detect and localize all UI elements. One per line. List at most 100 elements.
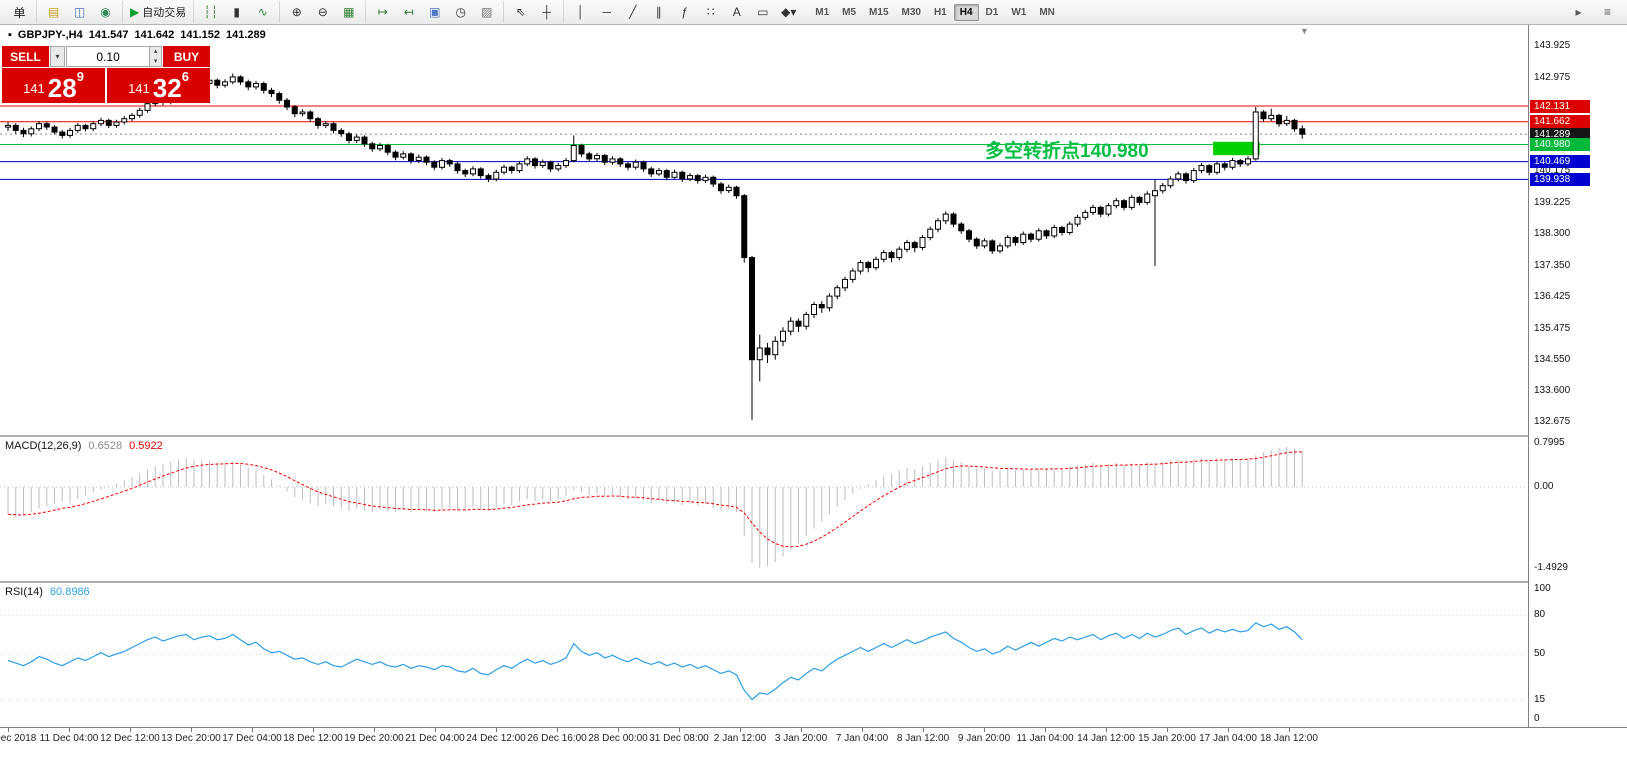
time-tick xyxy=(252,728,253,732)
label-icon[interactable]: ▭ xyxy=(757,5,769,19)
new-chart-icon[interactable]: ▣ xyxy=(429,5,441,19)
shapes-dropdown-icon[interactable]: ◆▾ xyxy=(781,5,797,19)
channel-icon[interactable]: ∥ xyxy=(655,5,662,19)
time-tick xyxy=(862,728,863,732)
fibonacci-icon[interactable]: ƒ xyxy=(681,5,689,19)
time-label: 15 Jan 20:00 xyxy=(1138,733,1196,744)
tf-m15-button[interactable]: M15 xyxy=(869,6,889,18)
time-tick xyxy=(130,728,131,732)
macd-scale-label: 0.7995 xyxy=(1534,437,1565,449)
price-tick-label: 139.225 xyxy=(1534,197,1571,209)
sell-button[interactable]: SELL xyxy=(2,46,49,67)
charts-window-icon[interactable]: ◫ xyxy=(73,5,86,19)
price-level-badge: 139.938 xyxy=(1530,172,1590,186)
grid-icon[interactable]: ▦ xyxy=(343,5,355,19)
bid-price-button[interactable]: 141 28 9 xyxy=(2,68,105,103)
tf-h1-button[interactable]: H1 xyxy=(933,6,947,18)
time-tick xyxy=(1289,728,1290,732)
zoom-out-icon[interactable]: ⊖ xyxy=(317,5,328,19)
volume-input[interactable] xyxy=(67,47,150,66)
buy-button[interactable]: BUY xyxy=(163,46,210,67)
time-label: 3 Jan 20:00 xyxy=(774,733,828,744)
rsi-scale-label: 15 xyxy=(1534,693,1546,705)
price-tick-label: 132.675 xyxy=(1534,416,1571,428)
price-tick-label: 138.300 xyxy=(1534,228,1571,240)
volume-spinner[interactable]: ▴ ▾ xyxy=(149,47,161,66)
price-tick-label: 136.425 xyxy=(1534,290,1571,302)
bar-chart-icon[interactable]: ┆┆ xyxy=(203,5,218,19)
tf-h4-button[interactable]: H4 xyxy=(953,3,979,21)
time-label: 11 Dec 04:00 xyxy=(39,733,99,744)
period-clock-icon[interactable]: ◷ xyxy=(455,5,466,19)
tf-m1-button[interactable]: M1 xyxy=(815,6,830,18)
panel-separator[interactable] xyxy=(0,435,1627,437)
price-tick-label: 135.475 xyxy=(1534,322,1571,334)
time-label: 17 Jan 04:00 xyxy=(1199,733,1257,744)
line-chart-icon[interactable]: ∿ xyxy=(257,5,268,19)
horizontal-line-icon[interactable]: ─ xyxy=(602,5,611,19)
volume-up-icon[interactable]: ▴ xyxy=(150,47,161,57)
auto-scroll-icon[interactable]: ↦ xyxy=(377,5,388,19)
time-tick xyxy=(801,728,802,732)
price-chart-canvas[interactable] xyxy=(0,25,1528,435)
time-label: 12 Dec 12:00 xyxy=(100,733,160,744)
ask-price-button[interactable]: 141 32 6 xyxy=(107,68,210,103)
volume-dropdown-icon[interactable]: ▾ xyxy=(50,46,65,67)
chart-shift-marker-icon[interactable]: ▼ xyxy=(1300,26,1309,36)
tf-w1-button[interactable]: W1 xyxy=(1011,6,1027,18)
price-scale[interactable]: 143.925 142.975 140.175 139.225 138.300 137.3… xyxy=(1528,25,1627,774)
candlestick-icon[interactable]: ▮ xyxy=(233,5,241,19)
macd-label: MACD(12,26,9) 0.6528 0.5922 xyxy=(5,440,163,452)
ask-big: 32 xyxy=(152,73,182,103)
time-label: 28 Dec 00:00 xyxy=(588,733,648,744)
crosshair-icon[interactable]: ┼ xyxy=(542,5,551,19)
volume-down-icon[interactable]: ▾ xyxy=(150,56,161,66)
trendline-icon[interactable]: ╱ xyxy=(629,5,637,19)
time-label: 18 Dec 12:00 xyxy=(283,733,343,744)
rsi-chart-canvas[interactable] xyxy=(0,583,1528,727)
panel-toggle-icon[interactable]: ▸ xyxy=(1575,5,1582,19)
bid-prefix: 141 xyxy=(23,81,45,96)
rsi-scale-label: 50 xyxy=(1534,648,1546,659)
macd-name: MACD(12,26,9) xyxy=(5,440,82,452)
cursor-icon[interactable]: ⇖ xyxy=(515,5,526,19)
time-label: 19 Dec 20:00 xyxy=(344,733,404,744)
toolbar-groups: 单 ▤ ◫ ◉ ▶ 自动交易 ┆┆ ▮ ∿ ⊕ ⊖ ▦ ↦ ↤ ▣ ◷ ▨ ⇖ ┼ │ ─ ╱ ∥ ƒ ∷ A ▭ ◆▾ xyxy=(3,1,805,23)
templates-icon[interactable]: ▨ xyxy=(481,5,493,19)
price-tick-label: 134.550 xyxy=(1534,353,1571,365)
text-icon[interactable]: A xyxy=(732,5,741,19)
symbol-period: GBPJPY-,H4 xyxy=(17,29,83,41)
navigator-icon[interactable]: ◉ xyxy=(100,5,111,19)
toolbar: 单 ▤ ◫ ◉ ▶ 自动交易 ┆┆ ▮ ∿ ⊕ ⊖ ▦ ↦ ↤ ▣ ◷ ▨ ⇖ ┼ │ ─ ╱ ∥ ƒ ∷ A ▭ ◆▾ M1 M5 M1… xyxy=(0,0,1627,25)
autotrading-button[interactable]: ▶ 自动交易 xyxy=(127,2,189,23)
time-label: 17 Dec 04:00 xyxy=(222,733,282,744)
chart-shift-icon[interactable]: ↤ xyxy=(403,5,414,19)
time-label: 21 Dec 04:00 xyxy=(405,733,465,744)
time-label: 9 Jan 20:00 xyxy=(957,733,1011,744)
macd-signal-value: 0.5922 xyxy=(129,440,163,452)
bid-big: 28 xyxy=(47,73,77,103)
time-tick xyxy=(984,728,985,732)
panel-separator[interactable] xyxy=(0,581,1627,583)
tf-m5-button[interactable]: M5 xyxy=(842,6,857,18)
profiles-icon[interactable]: ▤ xyxy=(47,5,60,19)
time-tick xyxy=(1228,728,1229,732)
price-level-badge: 142.131 xyxy=(1530,99,1590,113)
autotrading-button-glyph: ▶ xyxy=(130,5,140,19)
tf-d1-button[interactable]: D1 xyxy=(985,6,999,18)
tf-m30-button[interactable]: M30 xyxy=(901,6,921,18)
time-tick xyxy=(435,728,436,732)
vertical-line-icon[interactable]: │ xyxy=(576,5,585,19)
grid-objects-icon[interactable]: ∷ xyxy=(706,5,715,19)
new-order-button[interactable]: 单 xyxy=(13,5,26,20)
time-tick xyxy=(1167,728,1168,732)
time-tick xyxy=(313,728,314,732)
macd-chart-canvas[interactable] xyxy=(0,437,1528,581)
toolbar-right: ▸ ≡ xyxy=(1566,2,1624,23)
time-label: 7 Jan 04:00 xyxy=(835,733,889,744)
zoom-in-icon[interactable]: ⊕ xyxy=(291,5,302,19)
tf-mn-button[interactable]: MN xyxy=(1039,6,1055,18)
menu-icon[interactable]: ≡ xyxy=(1603,5,1611,19)
price-level-badge: 140.980 xyxy=(1530,138,1590,151)
